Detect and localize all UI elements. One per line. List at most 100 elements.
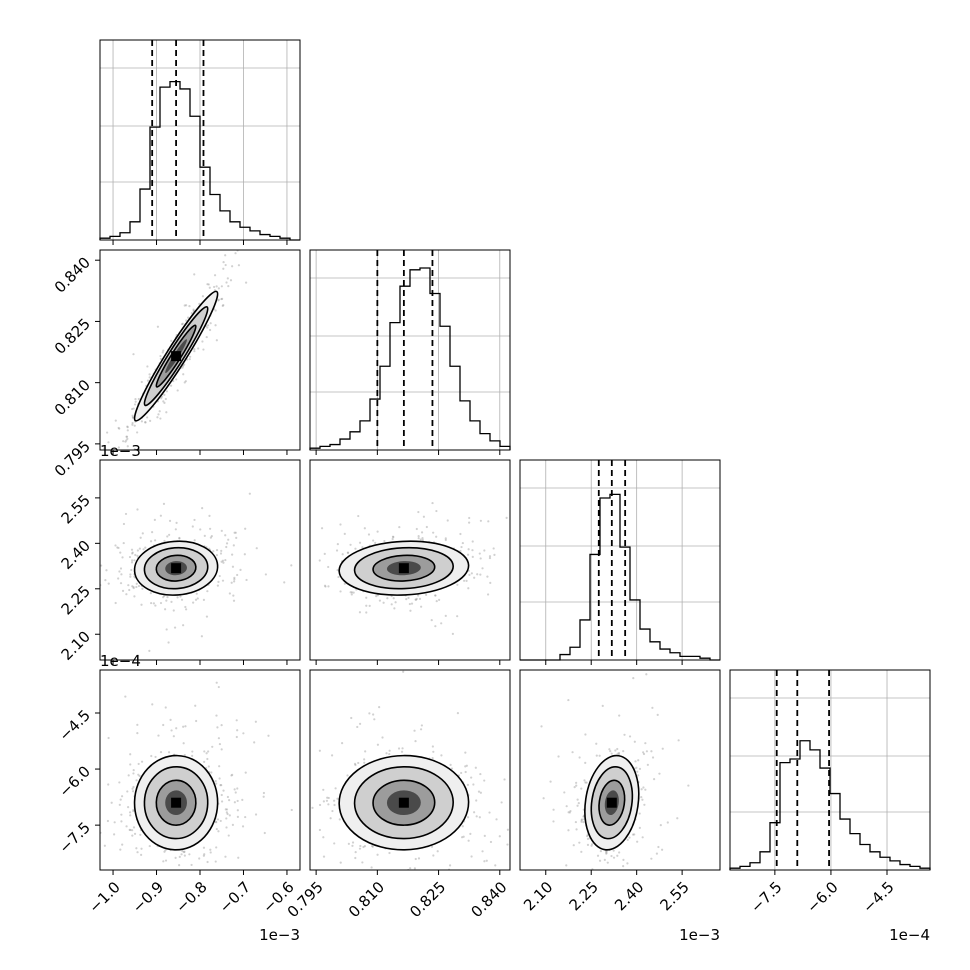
sample-point (534, 560, 536, 562)
sample-point (610, 854, 613, 858)
sample-point (117, 546, 120, 550)
sample-point (586, 837, 590, 840)
sample-point (444, 537, 447, 540)
sample-point (165, 628, 168, 631)
sample-point (418, 597, 422, 601)
sample-point (248, 492, 251, 495)
sample-point (174, 528, 177, 531)
scatter-panel-3-1 (296, 669, 518, 914)
sample-point (105, 569, 108, 572)
sample-point (363, 761, 366, 764)
sample-point (119, 582, 123, 585)
sample-point (172, 609, 175, 612)
sample-point (234, 791, 237, 794)
sample-point (605, 851, 608, 854)
sample-point (450, 767, 454, 770)
sample-point (421, 539, 424, 542)
sample-point (149, 540, 153, 543)
sample-point (162, 502, 166, 505)
sample-point (231, 565, 235, 568)
sample-point (322, 855, 326, 858)
sample-point (126, 437, 129, 440)
sample-point (470, 855, 473, 858)
sample-point (140, 847, 143, 850)
sample-point (456, 583, 459, 586)
sample-point (242, 732, 245, 735)
sample-point (126, 425, 129, 428)
sample-point (224, 254, 227, 257)
sample-point (476, 573, 479, 576)
sample-point (189, 355, 192, 358)
sample-point (296, 781, 298, 783)
sample-point (185, 608, 188, 611)
sample-point (170, 339, 173, 342)
sample-point (612, 849, 615, 852)
sample-point (392, 597, 395, 600)
sample-point (215, 846, 218, 849)
sample-point (661, 848, 664, 851)
sample-point (419, 538, 422, 541)
sample-point (323, 552, 326, 555)
sample-point (194, 598, 198, 601)
sample-point (122, 541, 125, 545)
sample-point (142, 548, 145, 551)
sample-point (628, 836, 631, 839)
panel-frame (519, 459, 721, 661)
sample-point (605, 850, 608, 853)
sample-point (208, 514, 211, 517)
y-tick-label: 0.810 (51, 376, 94, 419)
x-tick-label: −1.0 (85, 878, 123, 916)
sample-point (606, 861, 609, 864)
sample-point (361, 546, 364, 549)
sample-point (494, 864, 497, 867)
sample-point (557, 872, 559, 874)
sample-point (327, 565, 330, 569)
sample-point (222, 561, 225, 564)
sample-point (580, 820, 583, 823)
sample-point (149, 592, 152, 595)
sample-point (351, 841, 355, 844)
sample-point (87, 751, 89, 753)
sample-point (362, 845, 365, 849)
sample-point (146, 379, 150, 382)
sample-point (626, 862, 629, 865)
sample-point (361, 861, 364, 864)
sample-point (206, 757, 209, 761)
sample-point (144, 421, 147, 424)
sample-point (588, 874, 590, 876)
sample-point (516, 799, 518, 801)
density-peak (398, 797, 409, 808)
sample-point (233, 578, 236, 581)
contour-line-0 (133, 540, 219, 596)
sample-point (126, 429, 129, 432)
sample-point (432, 854, 435, 857)
sample-point (357, 761, 360, 765)
sample-point (131, 551, 134, 554)
sample-point (601, 704, 604, 707)
sample-point (219, 819, 222, 823)
sample-point (443, 912, 445, 914)
sample-point (430, 845, 434, 848)
sample-point (466, 816, 470, 819)
scatter-panel-1-0 (99, 249, 301, 451)
sample-point (376, 743, 380, 746)
sample-point (136, 431, 139, 434)
sample-point (137, 762, 140, 766)
sample-point (154, 604, 157, 607)
x-tick-label: −0.9 (129, 878, 167, 916)
sample-point (150, 601, 153, 605)
sample-point (448, 864, 452, 867)
contour-line-1 (353, 766, 454, 840)
sample-point (103, 844, 106, 847)
sample-point (638, 826, 641, 829)
sample-point (580, 819, 583, 822)
sample-point (190, 312, 193, 315)
sample-point (632, 677, 635, 680)
sample-point (206, 590, 209, 593)
sample-point (438, 598, 441, 602)
sample-point (118, 570, 121, 573)
sample-point (285, 554, 287, 556)
sample-point (571, 751, 574, 754)
sample-point (354, 763, 357, 767)
